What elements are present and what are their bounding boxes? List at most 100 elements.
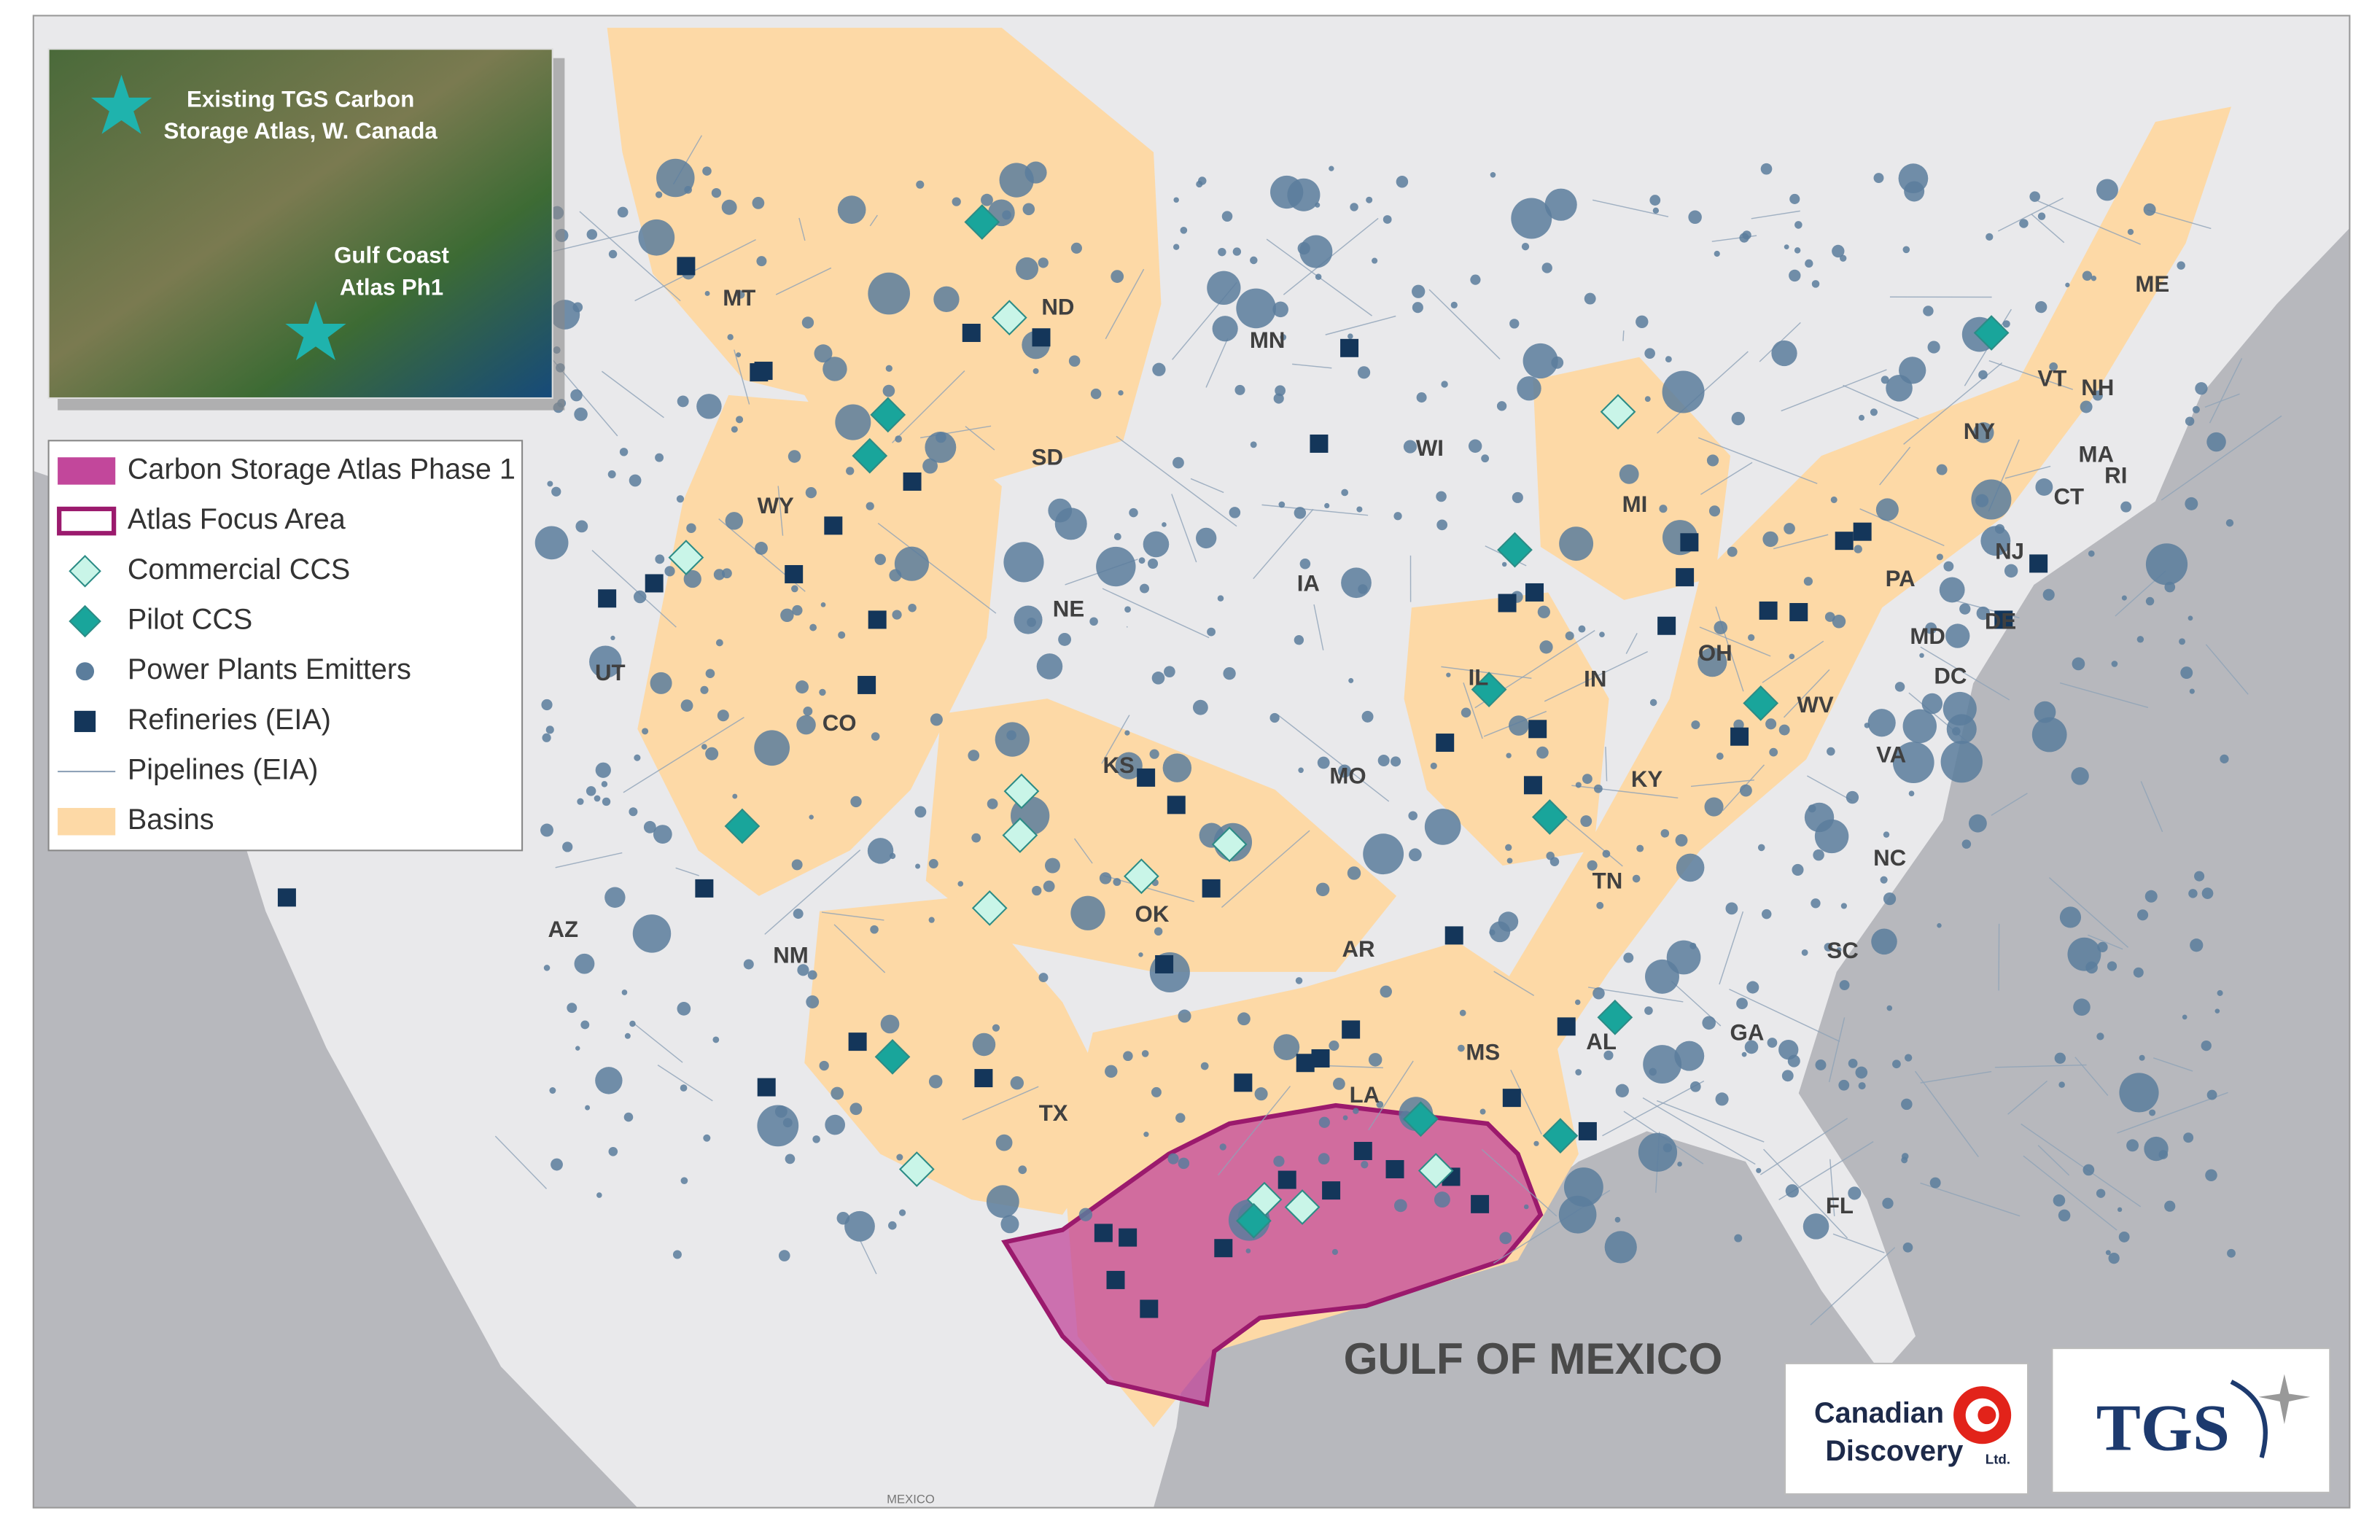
power-plant bbox=[1649, 1068, 1657, 1076]
pipeline bbox=[1560, 814, 1623, 867]
pipeline bbox=[1762, 640, 1824, 683]
power-plant bbox=[551, 1158, 563, 1171]
power-plant bbox=[2111, 661, 2118, 667]
power-plant bbox=[1154, 927, 1163, 936]
power-plant bbox=[971, 833, 981, 843]
power-plant bbox=[1523, 1204, 1529, 1210]
power-plant bbox=[797, 964, 809, 976]
pipeline bbox=[1218, 1086, 1291, 1176]
power-plant bbox=[933, 286, 960, 313]
power-plant bbox=[2149, 1109, 2156, 1116]
power-plant bbox=[968, 750, 980, 761]
state-label: NY bbox=[1964, 419, 1996, 444]
power-plant bbox=[1218, 247, 1226, 257]
logo-icon bbox=[2230, 1380, 2268, 1458]
power-plant bbox=[1409, 848, 1422, 862]
power-plant bbox=[928, 859, 938, 869]
pipeline bbox=[1592, 199, 1669, 217]
power-plant bbox=[1762, 531, 1778, 548]
power-plant bbox=[1078, 1208, 1093, 1221]
power-plant bbox=[1781, 1070, 1794, 1082]
power-plant bbox=[2035, 300, 2048, 314]
power-plant bbox=[1287, 178, 1321, 211]
refinery bbox=[1234, 1073, 1253, 1092]
power-plant bbox=[868, 272, 911, 315]
state-label: KS bbox=[1102, 752, 1134, 778]
power-plant bbox=[819, 1060, 829, 1071]
commercial-ccs bbox=[991, 300, 1027, 336]
power-plant bbox=[1317, 756, 1330, 769]
refinery bbox=[903, 472, 922, 491]
power-plant bbox=[915, 863, 921, 869]
power-plant bbox=[1416, 392, 1427, 403]
power-plant bbox=[1994, 524, 2005, 534]
power-plant bbox=[1358, 584, 1368, 594]
refinery bbox=[1278, 1170, 1296, 1189]
power-plant bbox=[867, 838, 894, 864]
refinery bbox=[1853, 522, 1872, 541]
power-plant bbox=[892, 610, 902, 620]
power-plant bbox=[1784, 523, 1795, 534]
power-plant bbox=[819, 688, 826, 696]
pipeline bbox=[860, 1241, 877, 1275]
power-plant bbox=[1708, 505, 1721, 517]
refinery bbox=[1835, 532, 1854, 551]
refinery bbox=[1498, 594, 1517, 612]
pipeline bbox=[1920, 1070, 1992, 1084]
power-plant bbox=[2117, 1207, 2123, 1213]
pipeline bbox=[734, 349, 750, 405]
pipeline bbox=[1463, 682, 1483, 739]
power-plant bbox=[1105, 1065, 1118, 1078]
pipeline bbox=[1428, 289, 1501, 359]
power-plant bbox=[1044, 858, 1060, 874]
refinery bbox=[1140, 1299, 1159, 1318]
state-label: UT bbox=[595, 660, 626, 685]
power-plant bbox=[1172, 244, 1180, 250]
power-plant bbox=[1368, 1053, 1382, 1067]
power-plant bbox=[1269, 712, 1280, 723]
refinery bbox=[1322, 1181, 1341, 1200]
pipeline bbox=[657, 1065, 713, 1102]
power-plant bbox=[1129, 508, 1138, 518]
power-plant bbox=[1273, 1034, 1300, 1060]
power-plant bbox=[2082, 271, 2093, 281]
power-plant bbox=[1068, 355, 1081, 367]
power-plant bbox=[1904, 1054, 1913, 1062]
refinery bbox=[1730, 727, 1749, 746]
power-plant bbox=[1731, 411, 1745, 426]
power-plant bbox=[1848, 1186, 1862, 1200]
legend-swatch bbox=[58, 808, 116, 836]
power-plant bbox=[1544, 188, 1577, 221]
power-plant bbox=[542, 733, 551, 742]
pipeline bbox=[2205, 644, 2249, 695]
power-plant bbox=[621, 989, 628, 995]
legend-label: Basins bbox=[128, 804, 214, 836]
power-plant bbox=[793, 909, 804, 919]
power-plant bbox=[1980, 526, 2011, 556]
power-plant bbox=[1854, 545, 1862, 553]
power-plant bbox=[2082, 1164, 2095, 1176]
pipeline bbox=[821, 911, 884, 921]
power-plant bbox=[1734, 1234, 1743, 1242]
power-plant bbox=[677, 1002, 691, 1016]
power-plant bbox=[1490, 171, 1496, 178]
inset-star bbox=[285, 300, 346, 360]
power-plant bbox=[922, 458, 938, 474]
power-plant bbox=[1391, 756, 1401, 767]
power-plant bbox=[1662, 1143, 1673, 1153]
power-plant bbox=[1499, 1232, 1512, 1245]
power-plant bbox=[577, 798, 584, 805]
power-plant bbox=[595, 762, 611, 778]
power-plant bbox=[1511, 198, 1552, 239]
power-plant bbox=[1501, 561, 1507, 567]
power-plant bbox=[1143, 1132, 1149, 1138]
state-label: DC bbox=[1934, 663, 1967, 688]
power-plant bbox=[888, 1221, 897, 1230]
power-plant bbox=[2080, 400, 2093, 413]
power-plant bbox=[629, 474, 642, 487]
power-plant bbox=[1096, 546, 1136, 587]
power-plant bbox=[1002, 210, 1011, 220]
pipeline bbox=[1729, 988, 1840, 1042]
power-plant bbox=[916, 180, 925, 189]
power-plant bbox=[1015, 257, 1039, 280]
